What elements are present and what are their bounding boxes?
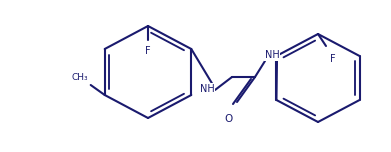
Text: CH₃: CH₃ [72,73,88,81]
Text: F: F [145,46,151,56]
Text: NH: NH [265,50,280,60]
Text: F: F [330,54,336,64]
Text: O: O [225,114,233,124]
Text: NH: NH [200,84,214,94]
